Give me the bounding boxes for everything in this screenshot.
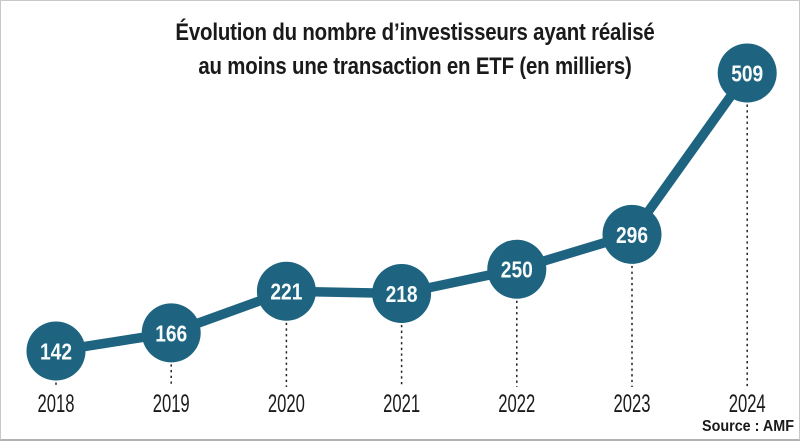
data-point-2024	[717, 43, 777, 103]
x-axis-label-2021: 2021	[383, 390, 420, 418]
data-point-value-2019: 166	[155, 320, 187, 346]
x-axis-label-2023: 2023	[614, 390, 651, 418]
source-label: Source : AMF	[702, 418, 794, 435]
x-axis-label-2024: 2024	[729, 390, 766, 418]
data-point-2019	[141, 303, 201, 363]
data-point-value-2024: 509	[731, 61, 763, 87]
data-point-value-2021: 218	[386, 281, 418, 307]
data-point-2022	[487, 239, 547, 299]
data-point-2021	[372, 263, 432, 323]
x-axis-label-2018: 2018	[38, 390, 75, 418]
data-point-value-2018: 142	[40, 339, 72, 365]
data-point-value-2020: 221	[270, 279, 302, 305]
data-point-2020	[256, 261, 316, 321]
x-axis-label-2020: 2020	[268, 390, 305, 418]
data-point-value-2022: 250	[501, 257, 533, 283]
data-point-2018	[26, 321, 86, 381]
x-axis-label-2019: 2019	[153, 390, 190, 418]
data-point-value-2023: 296	[616, 222, 648, 248]
x-axis-label-2022: 2022	[498, 390, 535, 418]
data-point-2023	[602, 204, 662, 264]
